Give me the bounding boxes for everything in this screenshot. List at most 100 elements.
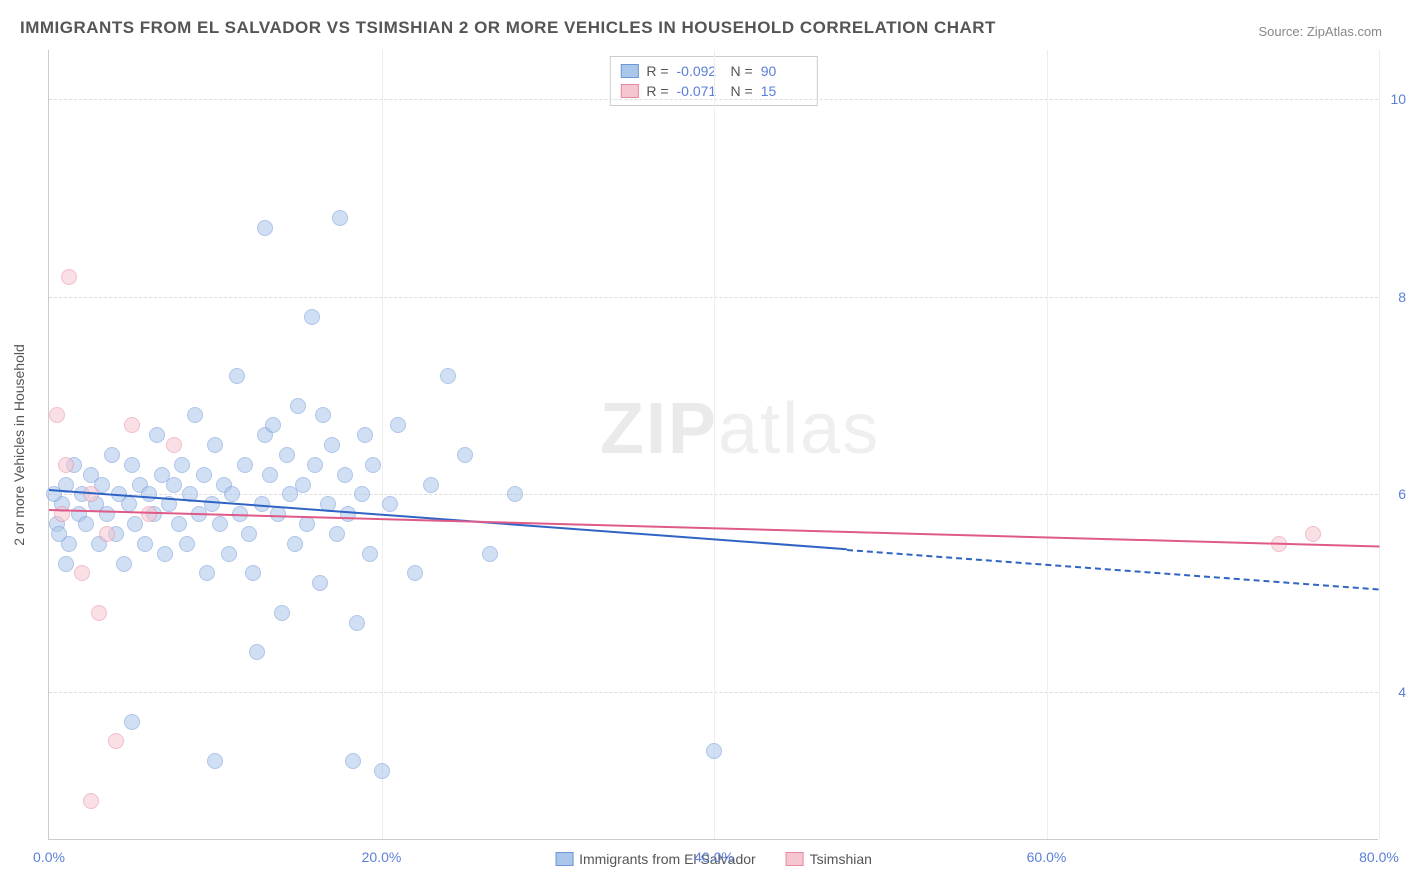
scatter-point <box>423 477 439 493</box>
y-tick-label: 60.0% <box>1383 486 1406 502</box>
scatter-point <box>329 526 345 542</box>
scatter-point <box>83 793 99 809</box>
scatter-point <box>224 486 240 502</box>
scatter-point <box>407 565 423 581</box>
scatter-point <box>166 477 182 493</box>
scatter-point <box>207 437 223 453</box>
scatter-point <box>124 714 140 730</box>
scatter-point <box>74 565 90 581</box>
chart-title: IMMIGRANTS FROM EL SALVADOR VS TSIMSHIAN… <box>20 18 996 38</box>
x-tick-label: 0.0% <box>33 849 65 865</box>
scatter-point <box>196 467 212 483</box>
scatter-point <box>312 575 328 591</box>
stat-r-label: R = <box>646 83 668 99</box>
stat-n-value: 90 <box>761 63 807 79</box>
stat-n-value: 15 <box>761 83 807 99</box>
stat-r-value: -0.071 <box>677 83 723 99</box>
scatter-point <box>229 368 245 384</box>
scatter-point <box>349 615 365 631</box>
series-swatch <box>555 852 573 866</box>
x-tick-label: 60.0% <box>1027 849 1067 865</box>
watermark: ZIPatlas <box>600 388 880 470</box>
scatter-point <box>108 733 124 749</box>
scatter-point <box>382 496 398 512</box>
scatter-point <box>482 546 498 562</box>
scatter-point <box>287 536 303 552</box>
scatter-point <box>354 486 370 502</box>
scatter-point <box>51 526 67 542</box>
scatter-point <box>124 417 140 433</box>
scatter-point <box>262 467 278 483</box>
stat-r-label: R = <box>646 63 668 79</box>
scatter-point <box>307 457 323 473</box>
scatter-point <box>121 496 137 512</box>
scatter-point <box>337 467 353 483</box>
scatter-point <box>324 437 340 453</box>
x-tick-label: 80.0% <box>1359 849 1399 865</box>
y-tick-label: 80.0% <box>1383 289 1406 305</box>
scatter-point <box>199 565 215 581</box>
scatter-point <box>241 526 257 542</box>
scatter-point <box>265 417 281 433</box>
legend-item: Tsimshian <box>786 851 872 867</box>
scatter-point <box>58 457 74 473</box>
scatter-point <box>290 398 306 414</box>
chart-plot-area: 2 or more Vehicles in Household ZIPatlas… <box>48 50 1378 840</box>
scatter-point <box>706 743 722 759</box>
scatter-point <box>49 407 65 423</box>
gridline-vertical <box>382 50 383 839</box>
watermark-thin: atlas <box>718 389 880 469</box>
scatter-point <box>91 605 107 621</box>
trend-line <box>847 549 1379 590</box>
scatter-point <box>440 368 456 384</box>
scatter-point <box>171 516 187 532</box>
scatter-point <box>99 506 115 522</box>
scatter-point <box>345 753 361 769</box>
source-attribution: Source: ZipAtlas.com <box>1258 24 1382 39</box>
y-axis-label: 2 or more Vehicles in Household <box>11 344 27 546</box>
scatter-point <box>279 447 295 463</box>
scatter-point <box>299 516 315 532</box>
scatter-point <box>204 496 220 512</box>
scatter-point <box>249 644 265 660</box>
scatter-point <box>124 457 140 473</box>
scatter-point <box>104 447 120 463</box>
series-swatch <box>620 84 638 98</box>
scatter-point <box>157 546 173 562</box>
scatter-point <box>257 220 273 236</box>
scatter-point <box>149 427 165 443</box>
scatter-point <box>340 506 356 522</box>
series-swatch <box>620 64 638 78</box>
scatter-point <box>245 565 261 581</box>
scatter-point <box>1305 526 1321 542</box>
scatter-point <box>187 407 203 423</box>
scatter-point <box>295 477 311 493</box>
scatter-point <box>237 457 253 473</box>
scatter-point <box>274 605 290 621</box>
scatter-point <box>332 210 348 226</box>
scatter-point <box>221 546 237 562</box>
legend-label: Tsimshian <box>810 851 872 867</box>
y-tick-label: 40.0% <box>1383 684 1406 700</box>
scatter-point <box>116 556 132 572</box>
scatter-point <box>61 269 77 285</box>
scatter-point <box>304 309 320 325</box>
x-tick-label: 40.0% <box>694 849 734 865</box>
scatter-point <box>141 506 157 522</box>
scatter-point <box>357 427 373 443</box>
scatter-point <box>179 536 195 552</box>
scatter-point <box>212 516 228 532</box>
scatter-point <box>58 556 74 572</box>
y-tick-label: 100.0% <box>1383 91 1406 107</box>
scatter-point <box>78 516 94 532</box>
scatter-point <box>207 753 223 769</box>
stat-n-label: N = <box>731 63 753 79</box>
scatter-point <box>166 437 182 453</box>
scatter-point <box>315 407 331 423</box>
scatter-point <box>141 486 157 502</box>
scatter-point <box>374 763 390 779</box>
scatter-point <box>137 536 153 552</box>
stat-r-value: -0.092 <box>677 63 723 79</box>
series-swatch <box>786 852 804 866</box>
scatter-point <box>362 546 378 562</box>
